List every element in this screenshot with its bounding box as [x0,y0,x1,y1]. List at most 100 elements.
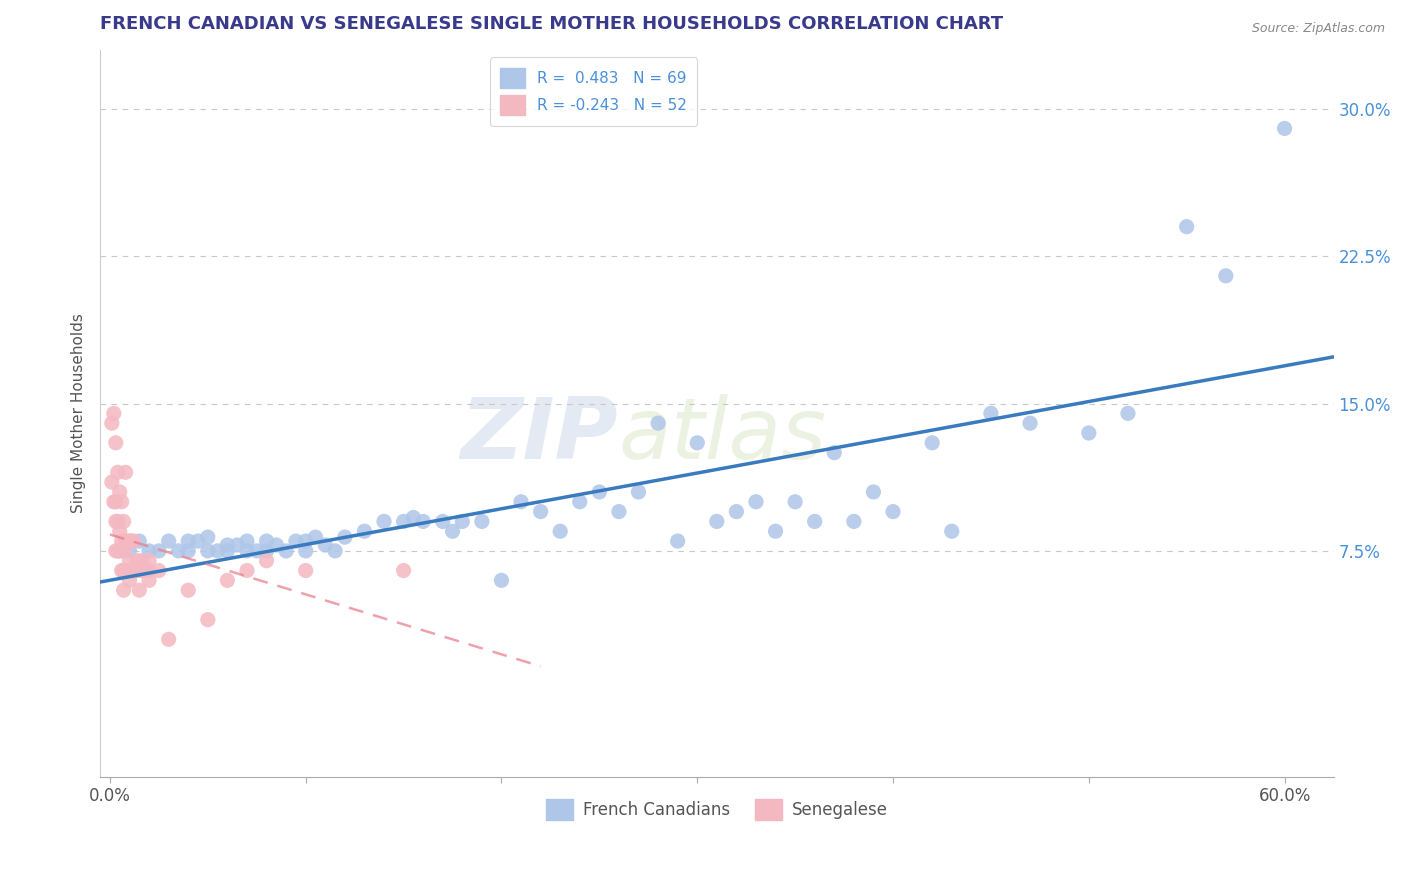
Point [1019,416,1042,430]
Point [1116,406,1139,420]
Point [274,544,297,558]
Point [114,465,136,479]
Point [1175,219,1198,234]
Point [107,515,129,529]
Text: FRENCH CANADIAN VS SENEGALESE SINGLE MOTHER HOUSEHOLDS CORRELATION CHART: FRENCH CANADIAN VS SENEGALESE SINGLE MOT… [100,15,1004,33]
Point [207,544,229,558]
Point [294,564,316,578]
Point [568,495,591,509]
Point [112,583,135,598]
Point [217,574,239,588]
Point [412,515,434,529]
Point [177,544,200,558]
Point [256,544,278,558]
Point [236,564,259,578]
Point [108,544,131,558]
Point [530,505,553,519]
Point [491,574,513,588]
Point [108,524,131,539]
Point [177,534,200,549]
Point [138,564,160,578]
Point [266,538,288,552]
Point [882,505,904,519]
Point [284,534,307,549]
Point [112,564,135,578]
Point [124,564,146,578]
Point [128,583,150,598]
Point [167,544,190,558]
Point [107,465,129,479]
Point [706,515,728,529]
Point [842,515,865,529]
Point [217,544,239,558]
Point [333,530,356,544]
Point [1215,268,1237,283]
Point [128,534,150,549]
Point [226,538,249,552]
Point [256,554,278,568]
Point [101,475,124,489]
Point [236,534,259,549]
Point [471,515,494,529]
Point [432,515,454,529]
Y-axis label: Single Mother Households: Single Mother Households [72,313,86,513]
Point [785,495,807,509]
Point [941,524,963,539]
Point [765,524,787,539]
Point [607,505,630,519]
Point [118,544,141,558]
Point [127,554,149,568]
Point [187,534,209,549]
Point [236,544,259,558]
Point [304,530,326,544]
Point [510,495,533,509]
Point [108,485,131,500]
Text: Source: ZipAtlas.com: Source: ZipAtlas.com [1251,22,1385,36]
Point [197,544,219,558]
Point [323,544,346,558]
Point [104,435,127,450]
Point [548,524,571,539]
Point [402,510,425,524]
Point [1274,121,1296,136]
Point [128,564,150,578]
Point [862,485,884,500]
Point [803,515,825,529]
Point [246,544,269,558]
Point [120,534,142,549]
Point [117,564,139,578]
Point [111,564,134,578]
Point [122,534,145,549]
Point [104,495,127,509]
Text: atlas: atlas [619,393,827,476]
Point [157,534,180,549]
Point [111,495,134,509]
Point [118,574,141,588]
Point [129,554,152,568]
Point [104,544,127,558]
Point [686,435,709,450]
Point [138,574,160,588]
Point [217,538,239,552]
Point [108,544,131,558]
Point [103,495,125,509]
Point [117,534,139,549]
Point [256,534,278,549]
Point [921,435,943,450]
Point [353,524,375,539]
Point [177,583,200,598]
Point [111,534,134,549]
Point [745,495,768,509]
Point [980,406,1002,420]
Point [666,534,689,549]
Point [107,544,129,558]
Point [1077,425,1099,440]
Point [114,564,136,578]
Point [157,632,180,647]
Text: ZIP: ZIP [461,393,619,476]
Point [112,544,135,558]
Point [294,544,316,558]
Point [114,534,136,549]
Point [101,416,124,430]
Point [441,524,464,539]
